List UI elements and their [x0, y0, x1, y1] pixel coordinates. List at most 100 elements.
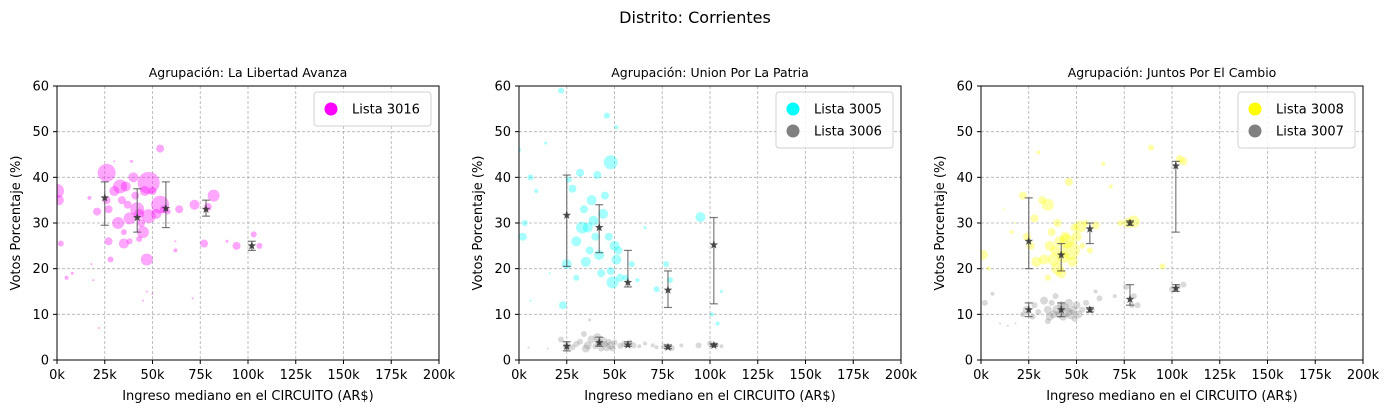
scatter-point [573, 341, 580, 348]
errorbar [201, 199, 211, 217]
y-tick-label: 20 [494, 262, 511, 277]
x-tick-label: 0k [973, 368, 989, 383]
scatter-point [1009, 230, 1014, 235]
scatter-point [558, 336, 565, 343]
scatter-point [1031, 302, 1038, 309]
scatter-point [606, 266, 615, 275]
legend-marker [786, 102, 800, 116]
y-tick-label: 30 [956, 217, 973, 232]
scatter-point [139, 186, 150, 197]
scatter-point [1086, 247, 1093, 254]
y-tick-label: 10 [494, 308, 511, 323]
scatter-point [98, 327, 101, 330]
x-tick-label: 175k [375, 368, 408, 383]
scatter-point [1036, 150, 1041, 155]
series-lista-3005 [519, 87, 723, 326]
scatter-point [174, 240, 177, 243]
scatter-point [256, 242, 263, 249]
mean-star-marker [1024, 236, 1034, 245]
scatter-point [93, 207, 102, 216]
y-tick-label: 10 [956, 308, 973, 323]
scatter-point [580, 330, 587, 337]
legend-label: Lista 3016 [352, 103, 420, 118]
errorbar [562, 174, 572, 267]
scatter-point [1020, 311, 1027, 318]
scatter-point [577, 338, 584, 345]
y-tick-label: 50 [956, 125, 973, 140]
scatter-point [1064, 177, 1073, 186]
scatter-point [120, 181, 131, 192]
panel-title: Agrupación: La Libertad Avanza [149, 65, 348, 80]
scatter-point [573, 274, 580, 281]
scatter-point [70, 271, 74, 275]
scatter-point [1074, 310, 1083, 319]
y-tick-label: 40 [956, 171, 973, 186]
scatter-point [695, 212, 706, 223]
y-tick-label: 40 [32, 171, 49, 186]
mean-star-marker [1085, 224, 1095, 233]
legend: Lista 3005 Lista 3006 [775, 91, 894, 149]
scatter-point [136, 226, 149, 239]
panel-juntos-por-el-cambio: Agrupación: Juntos Por El Cambio 0k 25k 50k… [933, 65, 1380, 404]
scatter-point [719, 344, 724, 349]
scatter-point [129, 159, 133, 163]
scatter-point [1038, 196, 1047, 205]
x-tick-label: 125k [1204, 368, 1237, 383]
errorbar [132, 188, 142, 233]
errorbar [594, 204, 604, 254]
mean-star-marker [594, 338, 604, 347]
x-tick-label: 100k [232, 368, 265, 383]
scatter-point [200, 239, 209, 248]
legend: Lista 3008 Lista 3007 [1237, 91, 1356, 149]
mean-star-marker [663, 285, 673, 294]
scatter-point [141, 299, 144, 302]
x-tick-label: 75k [188, 368, 213, 383]
errorbar [1085, 222, 1095, 245]
scatter-point [1070, 223, 1079, 232]
scatter-point [1074, 220, 1087, 233]
scatter-point [57, 195, 64, 206]
x-axis-label: Ingreso mediano en el CIRCUITO (AR$) [584, 389, 836, 404]
errorbar [594, 336, 604, 347]
errorbar [1024, 302, 1034, 318]
scatter-point [136, 235, 143, 242]
scatter-point [1061, 241, 1080, 260]
mean-star-marker [1125, 294, 1135, 303]
errorbar [709, 340, 719, 350]
scatter-point [598, 208, 609, 219]
scatter-point [715, 321, 720, 326]
scatter-point [90, 263, 93, 266]
scatter-point [1123, 283, 1130, 290]
scatter-point [571, 236, 582, 247]
scatter-point [617, 342, 624, 349]
errorbar [1024, 197, 1034, 270]
scatter-point [232, 241, 241, 250]
x-tick-label: 175k [837, 368, 870, 383]
x-tick-label: 25k [555, 368, 580, 383]
errorbar [709, 216, 719, 305]
scatter-point [643, 341, 648, 346]
scatter-point [605, 338, 612, 345]
scatter-point [593, 171, 602, 180]
y-tick-label: 50 [32, 125, 49, 140]
legend-label: Lista 3007 [1276, 125, 1344, 140]
scatter-point [126, 238, 133, 245]
x-tick-label: 200k [1347, 368, 1380, 383]
scatter-point [140, 253, 153, 266]
scatter-point [1031, 256, 1042, 267]
scatter-point [527, 346, 530, 349]
x-tick-label: 100k [1156, 368, 1189, 383]
scatter-point [1043, 305, 1052, 314]
series-lista-3008 [981, 144, 1188, 281]
x-tick-label: 0k [49, 368, 65, 383]
errorbar [623, 340, 633, 349]
mean-star-marker [663, 342, 673, 351]
mean-star-marker [709, 240, 719, 249]
errorbar [623, 249, 633, 288]
errorbar [247, 240, 257, 251]
x-tick-label: 50k [140, 368, 165, 383]
scatter-point [148, 187, 157, 196]
scatter-point [558, 301, 567, 310]
legend-label: Lista 3005 [814, 103, 882, 118]
scatter-point [598, 345, 605, 352]
